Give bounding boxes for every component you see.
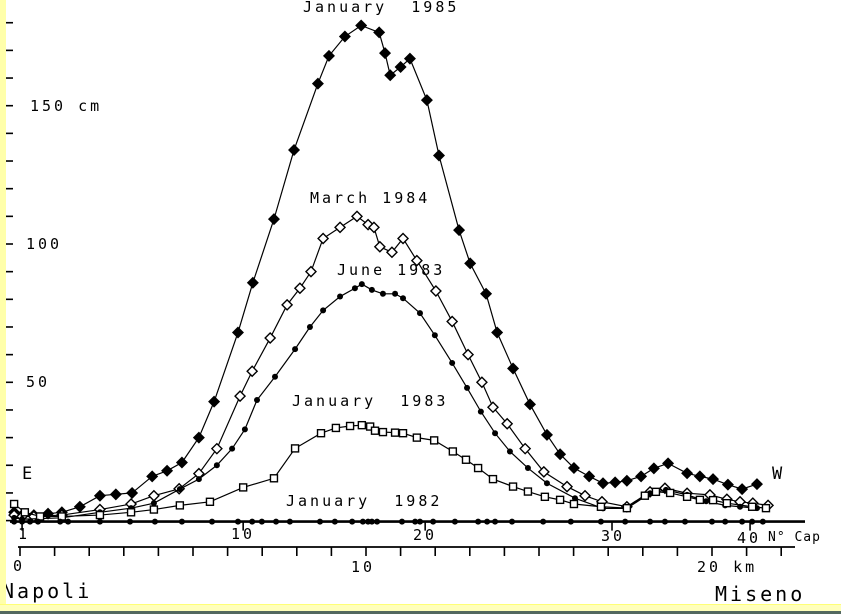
km-label-20: 20 km — [697, 558, 758, 576]
benchmark-label-10: 10 — [231, 525, 256, 543]
y-axis-label-50: 50 — [26, 373, 51, 391]
y-axis — [4, 21, 13, 522]
series-label-march-1984: March 1984 — [310, 189, 431, 207]
city-label-napoli: Napoli — [2, 579, 93, 603]
series-label-june-1983: June 1983 — [337, 261, 446, 279]
benchmark-label-20: 20 — [413, 526, 438, 544]
city-label-miseno: Miseno — [715, 582, 806, 606]
series-march-1984 — [8, 210, 775, 523]
km-label-0: 0 — [13, 557, 26, 575]
east-label: E — [22, 464, 33, 484]
series-january-1985 — [8, 19, 763, 522]
series-january-1983 — [9, 420, 771, 521]
west-label: W — [772, 464, 783, 484]
benchmark-label-30: 30 — [601, 527, 626, 545]
left-border-strip — [0, 0, 6, 605]
bottom-edge-line — [0, 611, 841, 614]
benchmark-label-1: 1 — [18, 525, 31, 543]
y-axis-label-100: 100 — [26, 235, 63, 253]
series-label-january-1982: January 1982 — [286, 492, 443, 510]
km-label-10: 10 — [351, 558, 376, 576]
km-ruler — [18, 546, 795, 556]
y-axis-label-150cm: 150 cm — [30, 97, 103, 115]
bottom-border-strip — [0, 604, 841, 612]
benchmark-axis-title: N° Cap — [768, 530, 821, 545]
series-label-january-1983: January 1983 — [292, 392, 449, 410]
benchmark-label-40: 40 — [737, 529, 762, 547]
series-label-january-1985: January 1985 — [303, 0, 460, 16]
series-january-1982 — [10, 518, 805, 525]
